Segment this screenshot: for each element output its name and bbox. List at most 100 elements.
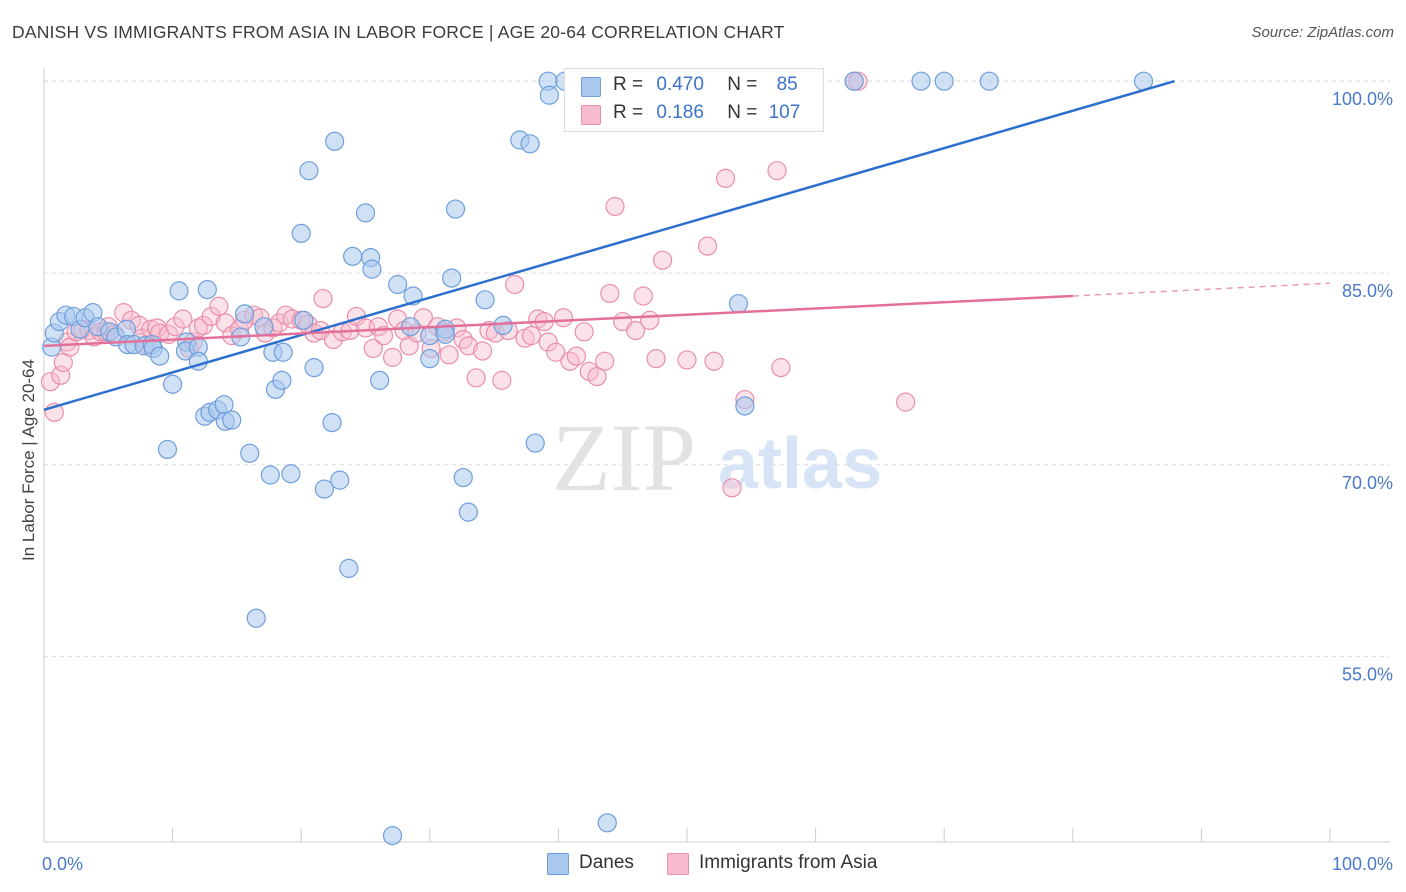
asia-point	[595, 351, 615, 371]
danes-point	[475, 290, 495, 310]
asia-point	[492, 370, 512, 390]
asia-point	[605, 196, 625, 217]
trend-lines	[43, 79, 1331, 412]
legend-n-value-danes: 85	[776, 74, 798, 95]
asia-point	[382, 347, 403, 367]
source-label: Source: ZipAtlas.com	[1251, 24, 1394, 41]
asia-point	[560, 351, 580, 371]
danes-point	[260, 465, 280, 485]
asia-point	[600, 283, 620, 304]
danes-point	[197, 280, 217, 300]
danes-point	[735, 396, 755, 416]
asia-point	[505, 274, 525, 295]
asia-point	[587, 366, 607, 387]
asia-point	[201, 306, 221, 327]
legend-n-label: N =	[727, 102, 758, 123]
danes-point	[458, 502, 478, 522]
asia-point	[363, 338, 383, 359]
legend-label-danes: Danes	[579, 852, 634, 873]
danes-point	[911, 71, 931, 91]
asia-point	[458, 336, 478, 356]
danes-point	[314, 479, 334, 499]
danes-point	[597, 813, 617, 833]
watermark: ZIP atlas	[552, 404, 882, 511]
danes-point	[163, 374, 183, 394]
asia-point	[896, 392, 916, 412]
danes-point	[362, 259, 382, 279]
asia-point	[574, 322, 594, 342]
legend-swatch-asia	[667, 853, 689, 875]
danes-point	[493, 315, 513, 336]
legend-swatch-asia	[581, 105, 601, 125]
asia-point	[640, 310, 660, 330]
asia-point	[625, 320, 646, 341]
danes-point	[240, 443, 260, 463]
danes-point	[453, 467, 473, 488]
legend-n-label: N =	[727, 74, 758, 95]
danes-point	[273, 342, 293, 362]
tick-labels: 55.0% 70.0% 85.0% 100.0% 0.0% 100.0%	[42, 89, 1393, 874]
danes-point	[304, 358, 324, 378]
legend-r-value-asia: 0.186	[656, 102, 704, 123]
asia-point	[715, 168, 736, 188]
y-tick-label: 55.0%	[1342, 665, 1393, 685]
asia-point	[704, 351, 724, 371]
danes-point	[382, 826, 403, 846]
y-axis-label: In Labor Force | Age 20-64	[19, 359, 38, 561]
danes-point	[254, 317, 274, 337]
danes-point	[325, 131, 345, 151]
danes-point	[442, 268, 462, 288]
asia-point	[40, 372, 61, 392]
danes-point	[435, 324, 455, 344]
asia-point	[521, 326, 541, 346]
danes-point	[299, 161, 319, 181]
danes-point	[370, 370, 390, 390]
danes-point	[728, 294, 749, 314]
danes-trend-line	[43, 79, 1175, 412]
danes-point	[246, 608, 266, 628]
danes-point	[291, 223, 311, 243]
y-tick-label: 85.0%	[1342, 281, 1393, 301]
legend-r-value-danes: 0.470	[656, 74, 704, 95]
correlation-legend: R = 0.470 N = 85 R = 0.186 N = 107	[564, 68, 824, 132]
danes-point	[281, 464, 301, 484]
y-tick-label: 70.0%	[1342, 473, 1393, 493]
asia-trend-line	[43, 294, 1073, 348]
legend-swatch-danes	[547, 853, 569, 875]
danes-point	[934, 71, 954, 91]
danes-point	[157, 439, 178, 460]
asia-point	[697, 236, 718, 256]
danes-point	[979, 71, 999, 91]
legend-n-value-asia: 107	[768, 102, 801, 123]
asia-point	[368, 317, 388, 337]
asia-point	[553, 308, 574, 328]
asia-point	[546, 342, 566, 362]
danes-point	[388, 274, 408, 295]
asia-point	[771, 358, 791, 378]
asia-point	[722, 478, 742, 498]
legend-r-label: R =	[613, 102, 644, 123]
asia-point	[472, 341, 493, 361]
danes-point	[445, 199, 466, 219]
danes-point	[539, 85, 559, 105]
danes-point	[294, 310, 314, 330]
danes-point	[322, 412, 342, 433]
asia-point	[652, 250, 673, 270]
axes	[43, 68, 1390, 843]
asia-point	[767, 161, 787, 181]
danes-point	[330, 470, 350, 490]
danes-point	[169, 281, 189, 301]
danes-point	[355, 203, 376, 223]
chart-title: DANISH VS IMMIGRANTS FROM ASIA IN LABOR …	[12, 22, 785, 42]
watermark-zip: ZIP	[552, 404, 696, 511]
danes-point	[150, 346, 170, 366]
danes-point	[844, 71, 864, 91]
danes-point	[420, 349, 440, 369]
x-tick-label: 100.0%	[1332, 854, 1393, 874]
asia-point	[677, 350, 697, 370]
danes-point	[525, 433, 545, 453]
asia-point	[209, 296, 229, 316]
danes-point	[343, 246, 363, 266]
danes-point	[272, 370, 292, 390]
